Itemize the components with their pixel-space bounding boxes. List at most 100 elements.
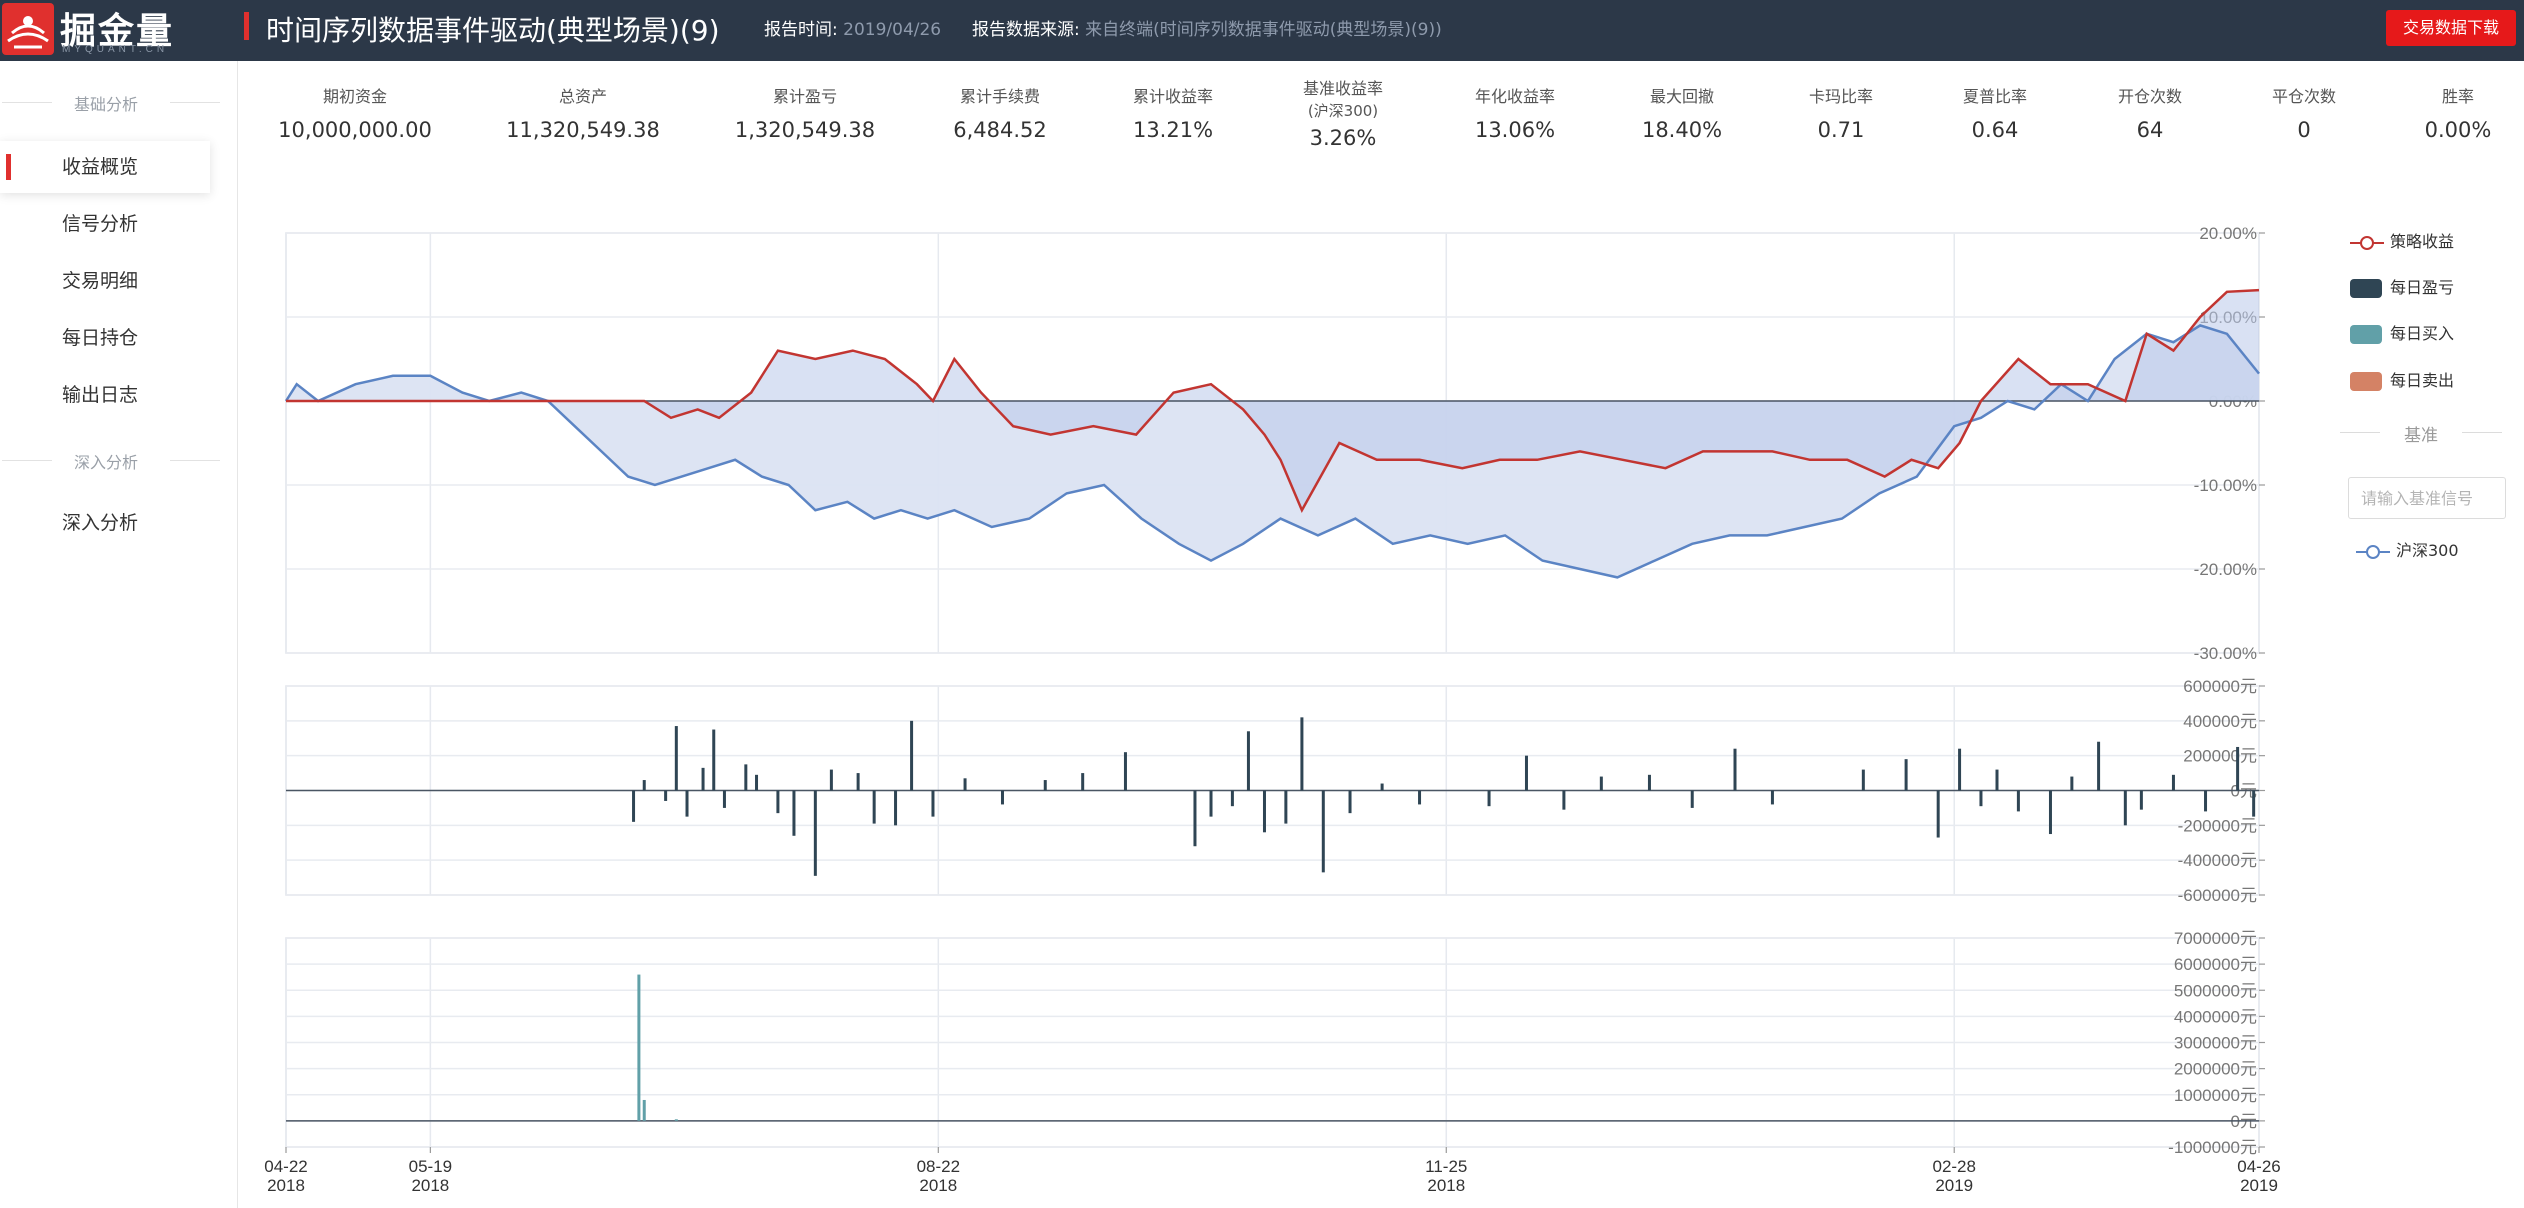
pnl-bar bbox=[963, 778, 967, 791]
stat-total-assets: 总资产 11,320,549.38 bbox=[483, 86, 683, 142]
report-title: 时间序列数据事件驱动(典型场景)(9) bbox=[266, 14, 720, 47]
stat-max-drawdown: 最大回撤 18.40% bbox=[1582, 86, 1782, 142]
stat-value: 3.26% bbox=[1309, 126, 1377, 150]
buy-bar bbox=[674, 1119, 678, 1121]
sidebar-item-overview[interactable]: 收益概览 bbox=[0, 141, 210, 193]
stat-label: 基准收益率 bbox=[1302, 79, 1383, 98]
y-tick-label: 6000000元 bbox=[2174, 955, 2257, 974]
x-tick-date: 04-26 bbox=[2237, 1157, 2280, 1176]
pnl-bar bbox=[1123, 752, 1127, 791]
stat-initial-capital: 期初资金 10,000,000.00 bbox=[255, 86, 455, 142]
pnl-bar bbox=[1958, 748, 1962, 791]
report-time: 报告时间: 2019/04/26 bbox=[764, 15, 941, 40]
pnl-bar bbox=[1936, 790, 1940, 838]
pnl-bar bbox=[910, 720, 914, 791]
stat-value: 11,320,549.38 bbox=[506, 118, 660, 142]
stat-value: 0.00% bbox=[2424, 118, 2492, 142]
y-tick-label: -600000元 bbox=[2178, 886, 2257, 905]
stat-value: 13.21% bbox=[1132, 118, 1214, 142]
pnl-bar bbox=[1647, 774, 1651, 791]
pnl-bar bbox=[1348, 790, 1352, 814]
pnl-bar bbox=[2097, 741, 2101, 791]
pnl-bar bbox=[1979, 790, 1983, 807]
baseline-section-title: 基准 bbox=[2340, 421, 2502, 446]
stat-open-count: 开仓次数 64 bbox=[2050, 86, 2250, 142]
pnl-bar bbox=[1081, 773, 1085, 791]
x-tick-date: 08-22 bbox=[917, 1157, 960, 1176]
legend-line-circle-icon bbox=[2350, 236, 2384, 250]
title-accent-bar bbox=[244, 12, 249, 40]
stat-label: 夏普比率 bbox=[1962, 87, 2027, 106]
pnl-bar bbox=[2171, 774, 2175, 791]
x-tick-year: 2019 bbox=[2240, 1176, 2278, 1195]
stat-value: 1,320,549.38 bbox=[734, 118, 876, 142]
y-tick-label: -1000000元 bbox=[2168, 1138, 2257, 1157]
pnl-bar bbox=[931, 790, 935, 817]
download-trades-button[interactable]: 交易数据下载 bbox=[2386, 10, 2516, 46]
stat-win-rate: 胜率 0.00% bbox=[2358, 86, 2524, 142]
stat-cumulative-pnl: 累计盈亏 1,320,549.38 bbox=[705, 86, 905, 142]
x-tick-year: 2018 bbox=[411, 1176, 449, 1195]
pnl-bar bbox=[1995, 769, 1999, 791]
pnl-bar bbox=[1246, 731, 1250, 791]
x-tick-year: 2018 bbox=[919, 1176, 957, 1195]
pnl-bar bbox=[2070, 776, 2074, 791]
x-tick-date: 02-28 bbox=[1932, 1157, 1975, 1176]
stat-label: 卡玛比率 bbox=[1808, 87, 1873, 106]
x-tick-year: 2018 bbox=[267, 1176, 305, 1195]
pnl-bar bbox=[813, 790, 817, 876]
sidebar-item-logs[interactable]: 输出日志 bbox=[62, 384, 139, 406]
y-tick-label: -10.00% bbox=[2194, 476, 2257, 495]
stat-value: 0.71 bbox=[1817, 118, 1865, 142]
sidebar-item-trades[interactable]: 交易明细 bbox=[62, 270, 139, 292]
sidebar-item-positions[interactable]: 每日持仓 bbox=[62, 327, 139, 349]
pnl-bar bbox=[872, 790, 876, 824]
sidebar-item-signal[interactable]: 信号分析 bbox=[62, 213, 139, 235]
legend-label: 策略收益 bbox=[2390, 232, 2455, 251]
pnl-bar bbox=[1418, 790, 1422, 805]
y-tick-label: 600000元 bbox=[2183, 677, 2257, 696]
pnl-bar bbox=[1000, 790, 1004, 805]
y-tick-label: 7000000元 bbox=[2174, 929, 2257, 948]
stat-label: 胜率 bbox=[2441, 87, 2474, 106]
buy-bar bbox=[642, 1099, 646, 1121]
pnl-bar bbox=[1043, 780, 1047, 791]
pnl-bar bbox=[1861, 769, 1865, 791]
pnl-bar bbox=[1193, 790, 1197, 847]
buy-bar bbox=[637, 974, 641, 1121]
pnl-bar bbox=[1599, 776, 1603, 791]
stat-label: 总资产 bbox=[558, 87, 607, 106]
pnl-bar bbox=[829, 769, 833, 791]
pnl-bar bbox=[1904, 759, 1908, 791]
pnl-bar bbox=[1562, 790, 1566, 810]
pnl-bar bbox=[776, 790, 780, 814]
pnl-bar bbox=[1262, 790, 1266, 833]
stat-value: 10,000,000.00 bbox=[278, 118, 432, 142]
x-tick-date: 04-22 bbox=[264, 1157, 307, 1176]
baseline-signal-input[interactable] bbox=[2348, 477, 2506, 519]
pnl-bar bbox=[1487, 790, 1491, 807]
pnl-bar bbox=[744, 764, 748, 791]
pnl-bar bbox=[2236, 746, 2240, 791]
pnl-bar bbox=[1230, 790, 1234, 807]
section-deep-analysis: 深入分析 bbox=[0, 449, 220, 473]
pnl-bar bbox=[722, 790, 726, 808]
stat-value: 0 bbox=[2297, 118, 2311, 142]
legend-label: 每日盈亏 bbox=[2390, 278, 2455, 297]
stat-label: 累计手续费 bbox=[959, 87, 1040, 106]
pnl-bar bbox=[1284, 790, 1288, 824]
stat-sublabel: (沪深300) bbox=[1307, 102, 1379, 120]
pnl-bar bbox=[2048, 790, 2052, 835]
stat-annual-return: 年化收益率 13.06% bbox=[1415, 86, 1615, 142]
y-tick-label: 3000000元 bbox=[2174, 1034, 2257, 1053]
legend-label: 每日卖出 bbox=[2390, 371, 2455, 390]
report-time-label: 报告时间: bbox=[764, 20, 838, 40]
stat-label: 期初资金 bbox=[322, 87, 387, 106]
report-source: 报告数据来源: 来自终端(时间序列数据事件驱动(典型场景)(9)) bbox=[972, 15, 1442, 40]
y-tick-label: 4000000元 bbox=[2174, 1007, 2257, 1026]
pnl-bar bbox=[894, 790, 898, 826]
legend-label: 沪深300 bbox=[2396, 541, 2459, 560]
stat-cumulative-fees: 累计手续费 6,484.52 bbox=[900, 86, 1100, 142]
sidebar-item-deep-analysis[interactable]: 深入分析 bbox=[62, 512, 139, 534]
